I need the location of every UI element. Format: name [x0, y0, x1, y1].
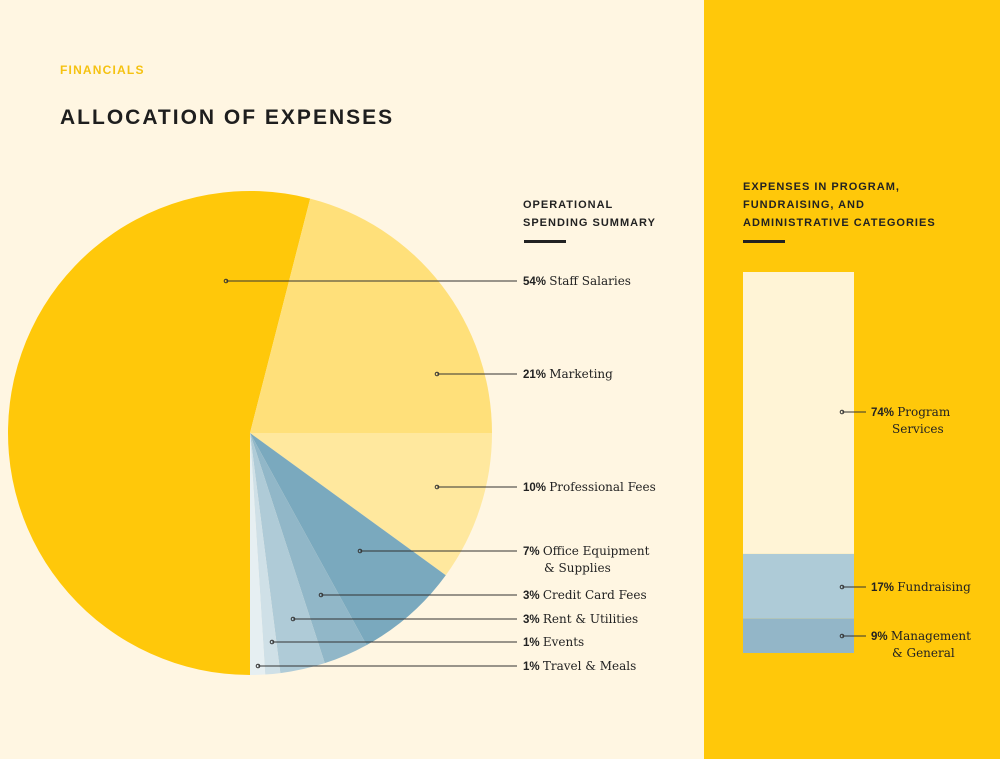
pie-label-0-dot — [223, 278, 229, 284]
pie-label-7-dot — [255, 663, 261, 669]
pie-heading: OPERATIONAL SPENDING SUMMARY — [523, 199, 656, 229]
bar-label-0: 74% Program Services — [871, 405, 951, 436]
pie-label-4: 3% Credit Card Fees — [523, 588, 647, 602]
pie-slice-5 — [250, 433, 325, 674]
pie-label-0: 54% Staff Salaries — [523, 274, 631, 288]
bar-segment-0 — [743, 272, 854, 554]
pie-slice-6 — [250, 433, 281, 675]
pie-slice-2 — [250, 433, 492, 576]
pie-label-4-dot — [318, 592, 324, 598]
pie-label-6: 1% Events — [523, 635, 584, 649]
pie-label-1-dot — [434, 371, 440, 377]
bar-label-0-dot — [839, 409, 845, 415]
bar-heading: EXPENSES IN PROGRAM, FUNDRAISING, AND AD… — [743, 181, 936, 229]
pie-slice-4 — [250, 433, 367, 664]
pie-label-2: 10% Professional Fees — [523, 480, 656, 494]
bar-label-1: 17% Fundraising — [871, 580, 971, 594]
bar-segment-1 — [743, 553, 854, 619]
pie-slice-1 — [250, 198, 492, 433]
bar-label-1-dot — [839, 584, 845, 590]
pie-label-1: 21% Marketing — [523, 367, 613, 381]
pie-slice-0 — [7, 191, 311, 675]
bar-label-2-dot — [839, 633, 845, 639]
pie-heading-rule — [524, 240, 566, 243]
pie-slice-3 — [250, 433, 446, 646]
pie-label-6-dot — [269, 639, 275, 645]
page-title: ALLOCATION OF EXPENSES — [60, 106, 395, 129]
eyebrow: FINANCIALS — [60, 63, 145, 77]
bar-segment-2 — [743, 618, 854, 653]
bar-label-2: 9% Management & General — [871, 629, 971, 660]
pie-label-5-dot — [290, 616, 296, 622]
pie-label-5: 3% Rent & Utilities — [523, 612, 638, 626]
pie-label-7: 1% Travel & Meals — [523, 659, 636, 673]
pie-label-2-dot — [434, 484, 440, 490]
pie-label-3-dot — [357, 548, 363, 554]
bar-heading-rule — [743, 240, 785, 243]
pie-slice-7 — [250, 433, 266, 675]
pie-label-3: 7% Office Equipment & Supplies — [523, 544, 650, 575]
